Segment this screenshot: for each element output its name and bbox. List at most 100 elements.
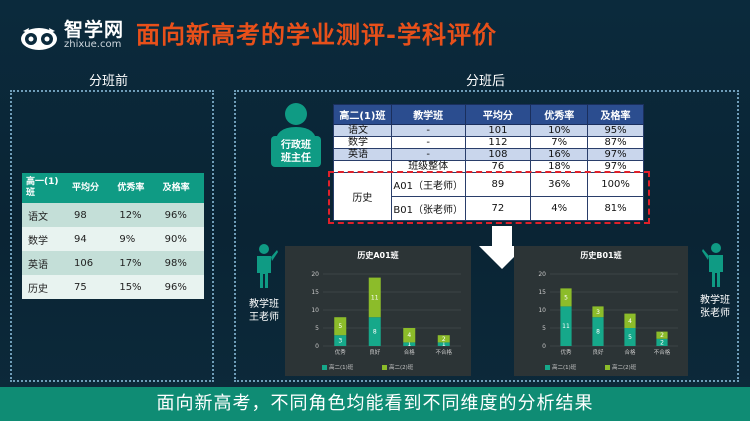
persona-role-line: 班主任	[281, 153, 311, 164]
teacher-role: 教学班	[249, 299, 279, 310]
table-row: 语文 98 12% 96%	[22, 203, 204, 227]
table-cell: 10%	[530, 124, 589, 137]
summary-banner: 面向新高考，不同角色均能看到不同维度的分析结果	[0, 387, 750, 421]
table-cell: -	[390, 136, 466, 149]
data-label: 5	[338, 323, 342, 330]
y-tick-label: 10	[538, 307, 546, 314]
data-label: 11	[371, 294, 379, 301]
table-row: 英语 106 17% 98%	[22, 251, 204, 275]
x-tick-label: 优秀	[560, 348, 572, 356]
y-tick-label: 15	[311, 289, 319, 296]
bar-segment	[368, 317, 381, 346]
table-cell: 36%	[530, 172, 589, 197]
table-cell: 班级整体	[390, 160, 466, 173]
data-label: 8	[373, 329, 377, 336]
data-label: 5	[564, 294, 568, 301]
table-header: 优秀率	[113, 173, 159, 203]
table-row: 英语 - 108 16% 97%	[333, 148, 644, 161]
before-split-frame	[10, 90, 214, 382]
bar-segment	[592, 317, 604, 346]
chart-title: 历史A01班	[357, 251, 399, 260]
teacher-role: 教学班	[700, 295, 730, 306]
table-cell: 75	[68, 275, 114, 299]
table-cell: 96%	[158, 275, 204, 299]
bar-segment	[334, 335, 347, 346]
data-label: 8	[596, 329, 600, 336]
table-cell: 数学	[333, 136, 392, 149]
bar-segment	[624, 328, 636, 346]
table-cell: 108	[464, 148, 532, 161]
data-label: 4	[407, 332, 411, 339]
table-row: B01（张老师） 72 4% 81%	[334, 196, 644, 221]
teacher-wang-icon	[257, 244, 278, 288]
table-cell: 18%	[530, 160, 589, 173]
table-cell: 语文	[22, 203, 68, 227]
table-row: 语文 - 101 10% 95%	[333, 124, 644, 137]
x-tick-label: 良好	[369, 348, 381, 356]
x-tick-label: 不合格	[654, 348, 671, 356]
table-cell: 16%	[530, 148, 589, 161]
y-tick-label: 0	[315, 343, 319, 350]
table-cell: 9%	[113, 227, 159, 251]
bar-segment	[368, 277, 381, 318]
x-tick-label: 良好	[592, 348, 604, 356]
table-row: 历史 A01（王老师） 89 36% 100%	[333, 172, 644, 221]
logo-text: 智学网	[64, 19, 125, 41]
table-cell: 89	[464, 172, 532, 197]
legend-label: 高二(2)班	[389, 363, 414, 371]
legend-swatch	[605, 365, 610, 370]
bar-segment	[560, 288, 572, 307]
bar-segment	[656, 338, 668, 346]
table-cell: 12%	[113, 203, 159, 227]
legend-swatch	[382, 365, 387, 370]
table-cell: 英语	[22, 251, 68, 275]
data-label: 2	[660, 339, 664, 346]
y-tick-label: 5	[542, 325, 546, 332]
teacher-name: 张老师	[700, 308, 730, 319]
data-label: 3	[596, 309, 600, 316]
data-label: 2	[660, 332, 664, 339]
page-title: 面向新高考的学业测评-学科评价	[136, 21, 497, 49]
y-tick-label: 20	[311, 271, 319, 278]
table-header: 平均分	[68, 173, 114, 203]
x-tick-label: 优秀	[335, 348, 347, 356]
table-cell: 95%	[587, 124, 644, 137]
y-tick-label: 15	[538, 289, 546, 296]
data-label: 3	[338, 338, 342, 345]
table-cell: 数学	[22, 227, 68, 251]
table-row: 数学 94 9% 90%	[22, 227, 204, 251]
table-row: 数学 - 112 7% 87%	[333, 136, 644, 149]
y-tick-label: 5	[315, 325, 319, 332]
table-cell: 112	[464, 136, 532, 149]
table-cell: 98%	[158, 251, 204, 275]
table-cell: 4%	[530, 196, 589, 221]
table-cell: -	[390, 148, 466, 161]
before-split-label: 分班前	[89, 74, 129, 89]
table-cell: 106	[68, 251, 114, 275]
table-cell: 101	[464, 124, 532, 137]
table-cell: 90%	[158, 227, 204, 251]
legend-label: 高二(1)班	[552, 363, 577, 371]
legend-swatch	[545, 365, 550, 370]
bar-segment	[403, 342, 416, 346]
bar-segment	[656, 331, 668, 339]
table-cell: -	[390, 124, 466, 137]
table-cell: 7%	[530, 136, 589, 149]
data-label: 11	[562, 323, 570, 330]
down-arrow-icon	[479, 226, 525, 269]
table-cell: 98	[68, 203, 114, 227]
bar-segment	[334, 317, 347, 336]
y-tick-label: 20	[538, 271, 546, 278]
table-header: 优秀率	[530, 104, 589, 125]
legend-label: 高二(2)班	[612, 363, 637, 371]
history-highlight-box	[328, 171, 650, 224]
header: 智学网 zhixue.com 面向新高考的学业测评-学科评价	[0, 0, 750, 58]
homeroom-teacher-badge: 行政班 班主任	[271, 136, 321, 167]
x-tick-label: 不合格	[435, 348, 452, 356]
table-cell: 97%	[587, 148, 644, 161]
bar-segment	[437, 342, 450, 346]
bar-segment	[592, 306, 604, 318]
table-cell: 100%	[587, 172, 644, 197]
